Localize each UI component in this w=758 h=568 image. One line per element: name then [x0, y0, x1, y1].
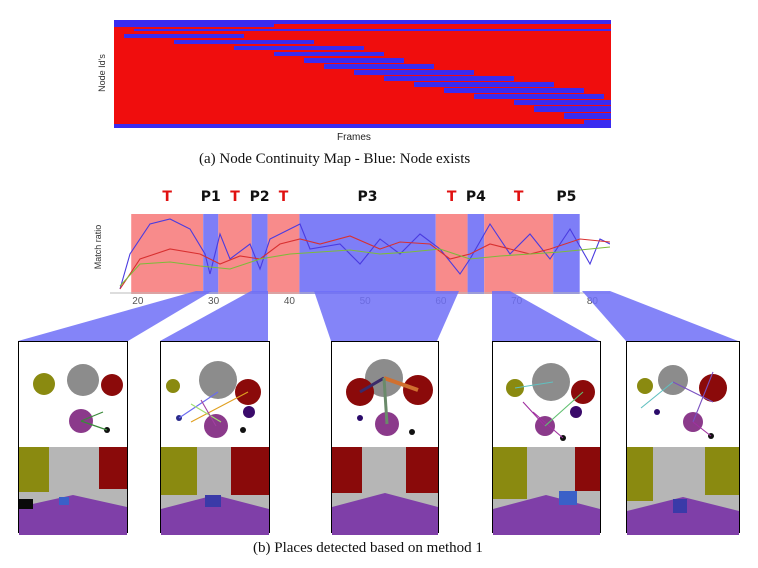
node-existence-bar: [134, 29, 611, 31]
place-region: [467, 214, 485, 294]
node-existence-bar: [114, 24, 274, 27]
node-existence-bar: [304, 58, 404, 63]
x-tick-label: 40: [283, 296, 295, 307]
node-existence-bar: [584, 120, 611, 125]
connector-p5: [582, 291, 738, 341]
node-existence-bar: [414, 82, 554, 87]
node-existence-bar: [114, 20, 611, 24]
node-existence-bar: [354, 70, 474, 75]
transition-region: [484, 214, 554, 294]
segmentation-p2: [161, 447, 269, 535]
place-label: P3: [357, 189, 378, 205]
transition-label: T: [230, 189, 240, 205]
transition-region: [218, 214, 252, 294]
segment-labels: T P1 T P2 T P3 T P4 T P5: [0, 189, 758, 211]
place-panel-p5: [626, 341, 740, 535]
transition-label: T: [446, 189, 457, 205]
place-panel-p2: [160, 341, 270, 535]
node-existence-bar: [114, 124, 611, 128]
place-panel-p4: [492, 341, 601, 535]
place-panel-p3: [331, 341, 439, 535]
node-existence-bar: [444, 88, 584, 93]
node-continuity-map: [114, 20, 611, 128]
transition-region: [435, 214, 468, 294]
segmentation-p4: [493, 447, 600, 535]
node-graph-p4: [506, 363, 595, 441]
place-region: [553, 214, 580, 294]
node-graph-p1: [33, 364, 123, 433]
match-ratio-chart: [110, 214, 610, 294]
match-ratio-line: [119, 218, 610, 290]
x-tick-label: 20: [132, 296, 144, 307]
transition-label: T: [278, 189, 289, 205]
place-label: P2: [249, 189, 270, 205]
match-ratio-line: [119, 235, 610, 290]
segmentation-p3: [332, 447, 438, 535]
connector-p4: [492, 291, 599, 341]
match-ratio-line: [119, 246, 610, 287]
segmentation-p5: [627, 447, 739, 535]
node-existence-bar: [274, 52, 384, 56]
caption-a: (a) Node Continuity Map - Blue: Node exi…: [199, 151, 471, 167]
place-panel-p1: [18, 341, 128, 535]
place-label: P1: [200, 189, 221, 205]
place-label: P4: [465, 189, 486, 205]
connector-p1: [18, 291, 212, 341]
node-existence-bar: [174, 40, 314, 44]
segmentation-p1: [19, 447, 127, 535]
node-existence-bar: [474, 94, 604, 99]
node-graph-p2: [166, 361, 261, 438]
connector-p2: [160, 291, 268, 341]
x-tick-label: 30: [208, 296, 220, 307]
place-region: [203, 214, 219, 294]
transition-label: T: [162, 189, 172, 205]
node-existence-bar: [384, 76, 514, 81]
node-existence-bar: [534, 106, 611, 112]
transition-region: [131, 214, 204, 294]
node-existence-bar: [514, 100, 611, 105]
node-existence-bar: [324, 64, 434, 69]
caption-b: (b) Places detected based on method 1: [253, 540, 483, 556]
node-existence-steps: [114, 20, 611, 128]
node-existence-bar: [124, 34, 244, 38]
node-map-x-label: Frames: [337, 132, 371, 143]
node-graph-p3: [346, 359, 433, 436]
connector-p3: [314, 291, 459, 341]
place-label: P5: [556, 189, 577, 205]
transition-label: T: [513, 189, 524, 205]
node-existence-bar: [234, 46, 364, 50]
node-existence-bar: [564, 113, 611, 119]
place-region: [251, 214, 268, 294]
node-graph-p5: [637, 365, 727, 439]
